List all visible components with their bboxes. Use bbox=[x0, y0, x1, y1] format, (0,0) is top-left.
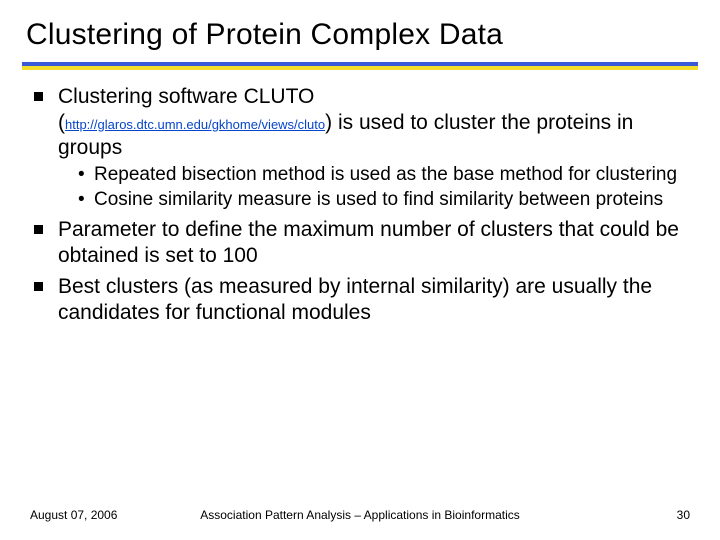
bullet-item-3: Best clusters (as measured by internal s… bbox=[34, 274, 686, 325]
bullet-list: Clustering software CLUTO (http://glaros… bbox=[34, 84, 686, 326]
footer-page-number: 30 bbox=[677, 508, 690, 522]
footer-center: Association Pattern Analysis – Applicati… bbox=[30, 508, 690, 522]
bullet-item-1: Clustering software CLUTO (http://glaros… bbox=[34, 84, 686, 211]
cluto-link[interactable]: http://glaros.dtc.umn.edu/gkhome/views/c… bbox=[65, 117, 325, 132]
underline-yellow bbox=[22, 66, 698, 70]
bullet-item-2: Parameter to define the maximum number o… bbox=[34, 217, 686, 268]
sub-bullet-list-1: Repeated bisection method is used as the… bbox=[58, 163, 686, 211]
bullet-1-lead: Clustering software CLUTO bbox=[58, 85, 314, 108]
sub-bullet-1-2: Cosine similarity measure is used to fin… bbox=[78, 188, 686, 211]
sub-bullet-1-1: Repeated bisection method is used as the… bbox=[78, 163, 686, 186]
slide: Clustering of Protein Complex Data Clust… bbox=[0, 0, 720, 540]
slide-body: Clustering software CLUTO (http://glaros… bbox=[0, 70, 720, 326]
slide-title: Clustering of Protein Complex Data bbox=[0, 0, 720, 62]
title-underline bbox=[22, 62, 698, 70]
bullet-1-paren-open: ( bbox=[58, 111, 65, 134]
